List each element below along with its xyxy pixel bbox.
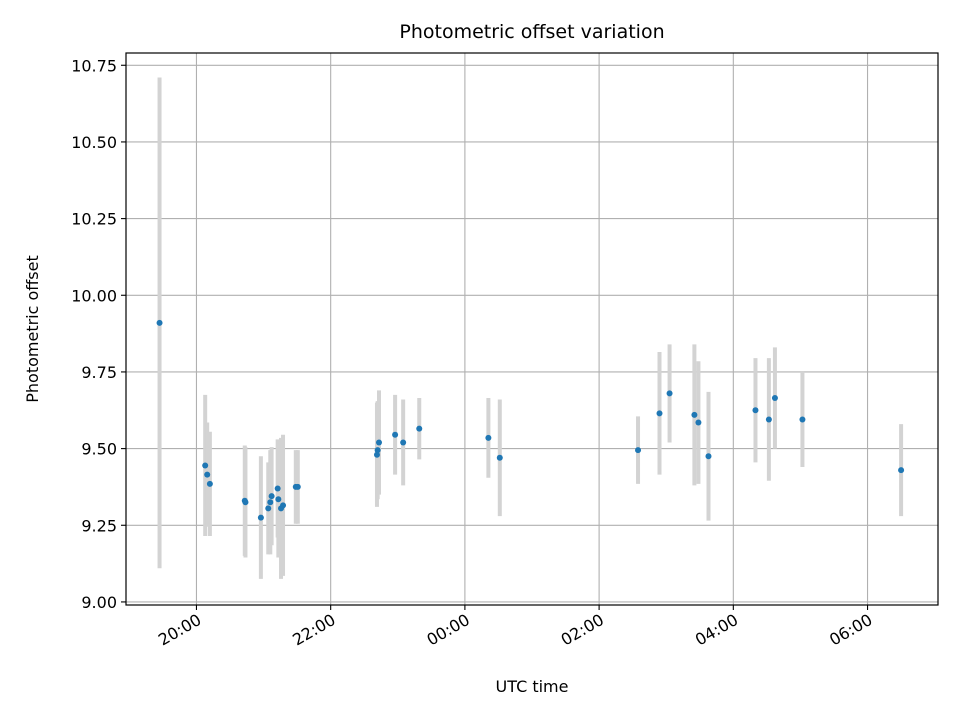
data-point	[206, 480, 213, 487]
data-point	[242, 499, 249, 506]
data-points	[156, 319, 905, 521]
data-point	[374, 447, 381, 454]
data-point	[156, 319, 163, 326]
data-point	[268, 493, 275, 500]
data-point	[416, 425, 423, 432]
data-point	[294, 483, 301, 490]
data-point	[267, 499, 274, 506]
data-point	[695, 419, 702, 426]
chart-title: Photometric offset variation	[399, 21, 664, 43]
y-axis-label: Photometric offset	[23, 255, 42, 403]
data-point	[280, 502, 287, 509]
data-point	[635, 447, 642, 454]
plot-frame	[125, 52, 939, 606]
x-axis-label: UTC time	[496, 677, 569, 696]
data-point	[265, 505, 272, 512]
data-point	[202, 462, 209, 469]
data-point	[771, 395, 778, 401]
data-point	[373, 451, 380, 458]
y-tick-label: 10.25	[71, 210, 117, 229]
y-axis-ticks: 9.00 9.25 9.50 9.75 10.00 10.25 10.50 10.75	[71, 56, 126, 612]
y-tick-label: 9.50	[81, 440, 117, 459]
data-point	[204, 471, 211, 478]
data-point	[765, 416, 772, 423]
y-tick-label: 10.50	[71, 133, 117, 152]
y-tick-label: 9.75	[81, 363, 117, 382]
data-point	[275, 496, 282, 503]
y-tick-label: 9.25	[81, 516, 117, 535]
data-point	[666, 390, 673, 397]
y-tick-label: 10.00	[71, 286, 117, 305]
data-point	[799, 416, 806, 423]
data-point	[392, 431, 399, 438]
data-point	[752, 407, 759, 414]
y-tick-label: 9.00	[81, 593, 117, 612]
y-tick-label: 10.75	[71, 56, 117, 75]
data-point	[656, 410, 663, 417]
data-point	[898, 467, 905, 474]
data-point	[485, 434, 492, 441]
grid-lines	[126, 53, 938, 605]
data-point	[691, 411, 698, 418]
data-point	[496, 454, 503, 461]
data-point	[705, 453, 712, 460]
data-point	[257, 514, 264, 521]
data-point	[400, 439, 407, 446]
data-point	[274, 485, 281, 492]
data-point	[375, 439, 382, 446]
